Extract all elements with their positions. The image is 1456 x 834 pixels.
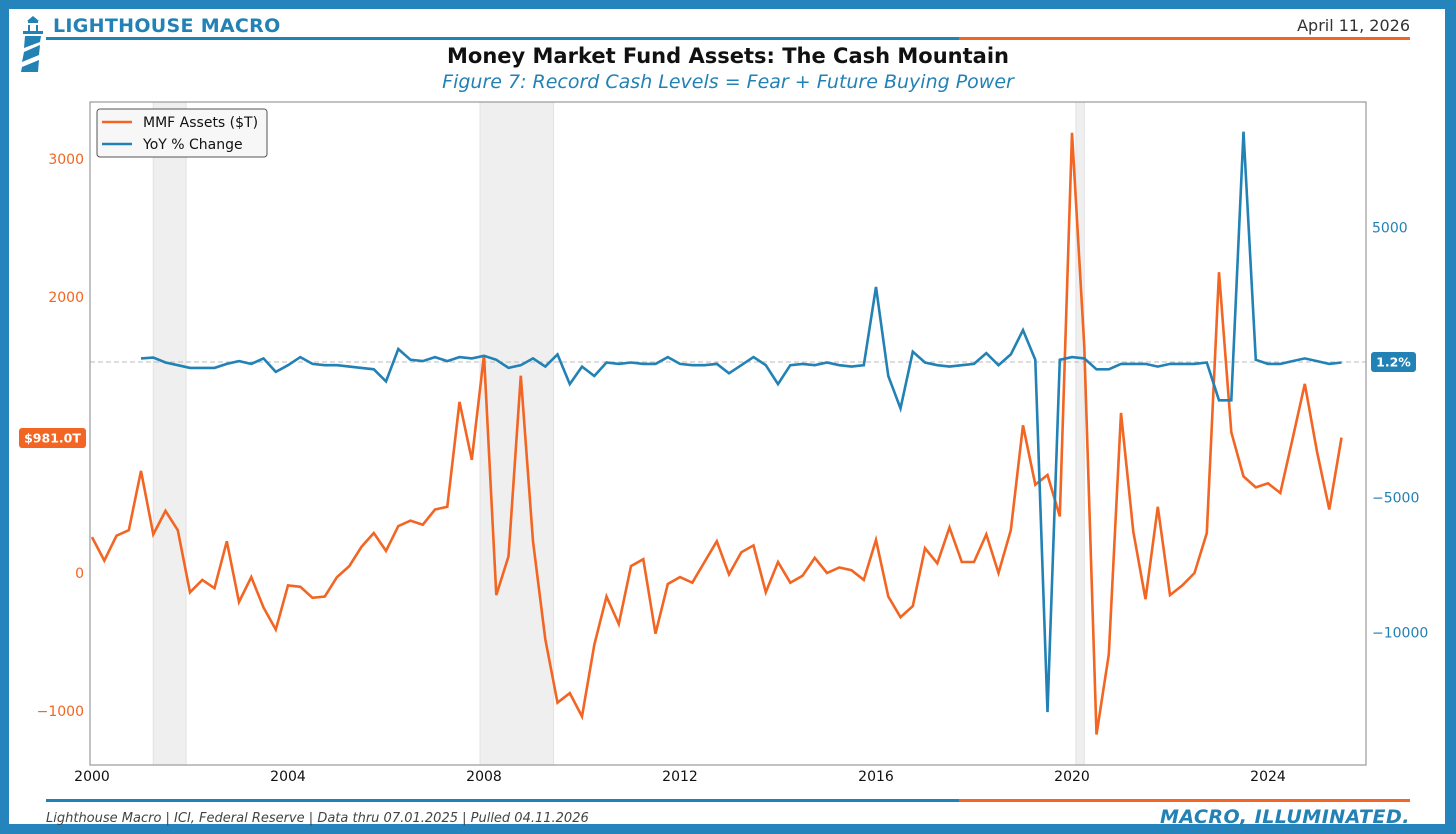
footer-rule-blue (46, 799, 959, 802)
left-axis-tick: −1000 (37, 704, 84, 720)
last-value-badge-left (19, 428, 86, 448)
chart-title: Money Market Fund Assets: The Cash Mount… (447, 44, 1009, 68)
plot-frame (89, 101, 1367, 766)
right-axis-tick: 5000 (1372, 221, 1408, 237)
footer-rule-orange (959, 799, 1410, 802)
left-axis-tick: 0 (75, 566, 84, 582)
last-value-right: 1.2% (1376, 355, 1411, 370)
tagline: MACRO, ILLUMINATED. (1159, 806, 1410, 828)
chart-subtitle: Figure 7: Record Cash Levels = Fear + Fu… (442, 71, 1014, 93)
recession-band (152, 101, 187, 766)
mmf-assets-line (90, 132, 1343, 735)
last-value-left: $981.0T (24, 431, 81, 446)
left-axis-tick: 3000 (48, 152, 84, 168)
x-axis-tick: 2024 (1250, 769, 1286, 785)
x-axis-tick: 2020 (1054, 769, 1090, 785)
report-date: April 11, 2026 (1297, 16, 1410, 35)
source-note: Lighthouse Macro | ICI, Federal Reserve … (46, 811, 589, 826)
header-rule-blue (46, 37, 959, 40)
right-axis-tick: −10000 (1372, 626, 1428, 642)
yoy-change-line (140, 131, 1342, 713)
legend-box (96, 108, 268, 158)
legend-label: MMF Assets ($T) (143, 115, 258, 131)
lighthouse-logo-icon (21, 16, 43, 72)
right-axis-tick: −5000 (1372, 491, 1419, 507)
last-value-badge-right (1371, 352, 1416, 372)
x-axis-tick: 2008 (466, 769, 502, 785)
x-axis-tick: 2000 (74, 769, 110, 785)
legend-label: YoY % Change (142, 137, 243, 153)
header-rule-orange (959, 37, 1410, 40)
x-axis-tick: 2004 (270, 769, 306, 785)
x-axis-tick: 2016 (858, 769, 894, 785)
x-axis-tick: 2012 (662, 769, 698, 785)
left-axis-tick: 2000 (48, 290, 84, 306)
brand-name: LIGHTHOUSE MACRO (53, 15, 281, 37)
